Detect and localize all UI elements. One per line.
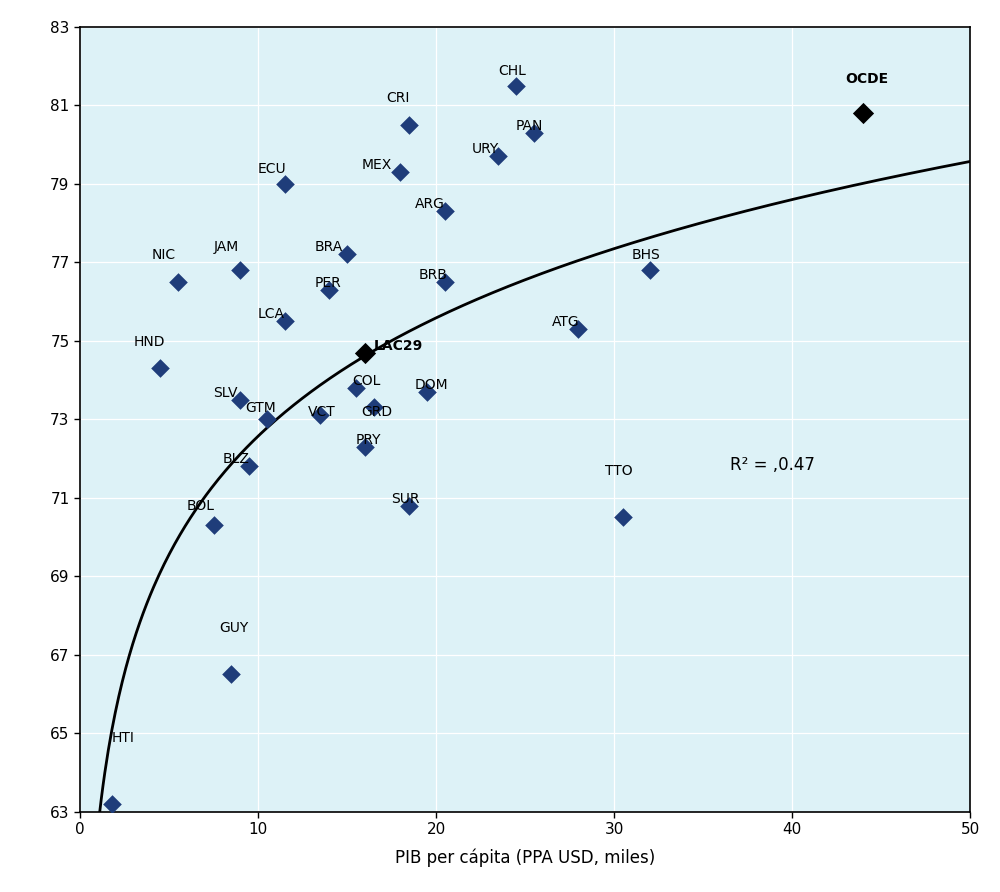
Text: LAC29: LAC29 — [374, 339, 423, 352]
Text: NIC: NIC — [151, 248, 175, 262]
Point — [392, 165, 408, 179]
Point — [277, 314, 293, 328]
Point — [339, 247, 355, 261]
Point — [312, 409, 328, 423]
Point — [104, 797, 120, 811]
Point — [232, 392, 248, 407]
Point — [259, 412, 275, 426]
Text: BRB: BRB — [418, 268, 447, 282]
Text: BHS: BHS — [632, 248, 661, 262]
Point — [170, 275, 186, 289]
Point — [357, 440, 373, 454]
Point — [152, 361, 168, 376]
Text: LCA: LCA — [258, 307, 285, 321]
Point — [277, 177, 293, 191]
Point — [401, 499, 417, 513]
Text: COL: COL — [352, 374, 381, 388]
Point — [526, 126, 542, 140]
Point — [508, 78, 524, 93]
Point — [419, 384, 435, 399]
Point — [570, 322, 586, 336]
Point — [321, 283, 337, 297]
Point — [437, 204, 453, 219]
Point — [615, 510, 631, 524]
Point — [490, 149, 506, 163]
Text: DOM: DOM — [415, 378, 448, 392]
Point — [357, 345, 373, 359]
Text: HTI: HTI — [112, 731, 135, 745]
Text: PER: PER — [315, 276, 342, 290]
Text: R² = ,0.47: R² = ,0.47 — [730, 456, 815, 475]
Text: HND: HND — [133, 334, 165, 349]
Text: ATG: ATG — [552, 315, 579, 329]
Point — [223, 667, 239, 681]
X-axis label: PIB per cápita (PPA USD, miles): PIB per cápita (PPA USD, miles) — [395, 848, 655, 867]
Point — [232, 263, 248, 277]
Text: BRA: BRA — [315, 241, 343, 254]
Text: CRI: CRI — [386, 91, 410, 105]
Text: GRD: GRD — [361, 405, 392, 419]
Text: BLZ: BLZ — [222, 452, 249, 467]
Text: MEX: MEX — [361, 158, 391, 172]
Text: GTM: GTM — [246, 401, 276, 416]
Point — [437, 275, 453, 289]
Text: PAN: PAN — [516, 119, 543, 133]
Text: SLV: SLV — [214, 385, 238, 400]
Point — [642, 263, 658, 277]
Text: SUR: SUR — [392, 491, 420, 506]
Text: CHL: CHL — [498, 64, 526, 78]
Text: URY: URY — [472, 143, 499, 156]
Point — [366, 401, 382, 415]
Text: BOL: BOL — [187, 500, 215, 514]
Point — [401, 118, 417, 132]
Point — [855, 106, 871, 120]
Text: ARG: ARG — [415, 197, 445, 211]
Text: JAM: JAM — [214, 241, 239, 254]
Point — [241, 459, 257, 474]
Text: TTO: TTO — [605, 464, 633, 478]
Text: OCDE: OCDE — [845, 71, 889, 86]
Point — [206, 518, 222, 533]
Text: GUY: GUY — [219, 621, 248, 635]
Text: ECU: ECU — [258, 162, 287, 176]
Text: PRY: PRY — [356, 433, 381, 447]
Text: VCT: VCT — [308, 405, 336, 419]
Point — [348, 381, 364, 395]
